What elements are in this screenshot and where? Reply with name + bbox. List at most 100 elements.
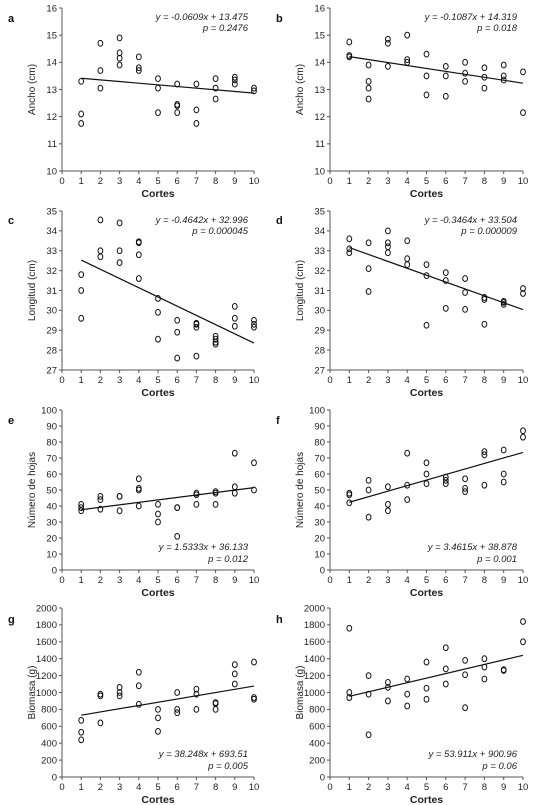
y-tick-label: 1800 bbox=[36, 620, 57, 631]
x-tick-label: 0 bbox=[327, 575, 332, 586]
x-tick-label: 2 bbox=[366, 782, 371, 793]
data-point bbox=[404, 702, 411, 710]
trend-line bbox=[80, 259, 255, 344]
data-point bbox=[97, 496, 104, 504]
x-tick-label: 2 bbox=[98, 575, 103, 586]
x-tick-label: 9 bbox=[501, 575, 506, 586]
x-tick-label: 8 bbox=[213, 375, 218, 386]
data-point bbox=[116, 689, 123, 696]
x-tick-label: 6 bbox=[443, 575, 448, 586]
x-tick-label: 4 bbox=[405, 575, 410, 586]
data-point bbox=[251, 87, 257, 95]
y-tick-label: 0 bbox=[320, 565, 325, 576]
data-point bbox=[385, 501, 391, 508]
data-point bbox=[155, 714, 161, 722]
y-tick-label: 40 bbox=[46, 501, 57, 512]
data-point bbox=[231, 76, 238, 84]
data-point bbox=[346, 249, 353, 257]
x-tick-label: 4 bbox=[136, 375, 141, 386]
data-point bbox=[365, 239, 372, 247]
x-tick-label: 8 bbox=[213, 176, 218, 187]
data-point bbox=[251, 486, 257, 494]
y-tick-label: 70 bbox=[46, 453, 57, 464]
y-tick-label: 31 bbox=[46, 286, 57, 297]
data-point bbox=[462, 475, 469, 483]
x-tick-label: 10 bbox=[249, 782, 260, 793]
y-tick-label: 90 bbox=[314, 421, 325, 432]
data-point bbox=[212, 75, 219, 83]
x-axis-label: Cortes bbox=[141, 587, 174, 599]
y-axis-label: Biomasa (g) bbox=[295, 666, 306, 720]
x-tick-label: 4 bbox=[136, 782, 141, 793]
y-axis-label: Biomasa (g) bbox=[27, 666, 38, 720]
y-tick-label: 10 bbox=[46, 549, 57, 560]
data-point bbox=[135, 502, 142, 510]
x-tick-label: 4 bbox=[405, 782, 410, 793]
x-tick-label: 9 bbox=[232, 782, 237, 793]
x-tick-label: 5 bbox=[424, 375, 429, 386]
y-tick-label: 20 bbox=[46, 533, 57, 544]
data-point bbox=[251, 694, 257, 701]
data-point bbox=[155, 308, 161, 316]
data-point bbox=[97, 505, 104, 513]
data-point bbox=[365, 731, 372, 739]
data-point bbox=[442, 477, 449, 484]
y-tick-label: 12 bbox=[46, 112, 57, 123]
data-point bbox=[481, 481, 488, 489]
x-tick-label: 7 bbox=[194, 575, 199, 586]
x-axis-label: Cortes bbox=[141, 188, 174, 200]
y-tick-label: 600 bbox=[41, 722, 57, 733]
y-tick-label: 33 bbox=[46, 246, 57, 257]
data-point bbox=[365, 95, 372, 103]
x-tick-label: 6 bbox=[443, 375, 448, 386]
data-point bbox=[365, 265, 372, 273]
panel-label: e bbox=[8, 415, 14, 427]
data-point bbox=[442, 63, 449, 70]
data-point bbox=[462, 289, 469, 296]
data-point bbox=[174, 316, 181, 324]
y-tick-label: 40 bbox=[314, 501, 325, 512]
x-tick-label: 5 bbox=[155, 176, 160, 187]
x-tick-label: 1 bbox=[79, 575, 84, 586]
data-point bbox=[251, 323, 257, 331]
y-tick-label: 29 bbox=[46, 326, 57, 337]
data-point bbox=[462, 656, 469, 664]
data-point bbox=[346, 624, 353, 632]
data-point bbox=[116, 34, 123, 42]
x-axis-label: Cortes bbox=[410, 387, 443, 399]
y-tick-label: 80 bbox=[46, 437, 57, 448]
data-point bbox=[193, 80, 200, 88]
data-point bbox=[442, 680, 449, 688]
data-point bbox=[520, 618, 526, 625]
panel-label: g bbox=[8, 614, 15, 626]
data-point bbox=[365, 486, 372, 494]
data-point bbox=[462, 77, 469, 85]
data-point bbox=[231, 80, 238, 88]
x-axis-label: Cortes bbox=[410, 794, 443, 805]
x-tick-label: 8 bbox=[482, 575, 487, 586]
data-point bbox=[231, 73, 238, 81]
data-point bbox=[231, 303, 238, 310]
data-point bbox=[135, 67, 142, 74]
y-tick-label: 14 bbox=[46, 58, 57, 69]
data-point bbox=[442, 644, 449, 652]
data-point bbox=[423, 470, 430, 478]
data-point bbox=[193, 352, 200, 360]
x-tick-label: 10 bbox=[518, 782, 529, 793]
y-axis-label: Ancho (cm) bbox=[295, 64, 306, 115]
data-point bbox=[78, 314, 85, 322]
data-point bbox=[462, 69, 469, 77]
x-tick-label: 0 bbox=[59, 176, 64, 187]
p-value: p = 0.018 bbox=[476, 23, 518, 34]
data-point bbox=[442, 665, 449, 673]
regression-equation: y = 1.5333x + 36.133 bbox=[158, 542, 249, 553]
x-tick-label: 0 bbox=[59, 375, 64, 386]
data-point bbox=[385, 227, 391, 235]
data-point bbox=[404, 56, 411, 64]
y-tick-label: 400 bbox=[41, 739, 57, 750]
panel-label: b bbox=[276, 13, 283, 25]
x-tick-label: 10 bbox=[518, 575, 529, 586]
y-tick-label: 16 bbox=[314, 3, 325, 14]
data-point bbox=[174, 533, 181, 540]
x-tick-label: 3 bbox=[117, 176, 122, 187]
